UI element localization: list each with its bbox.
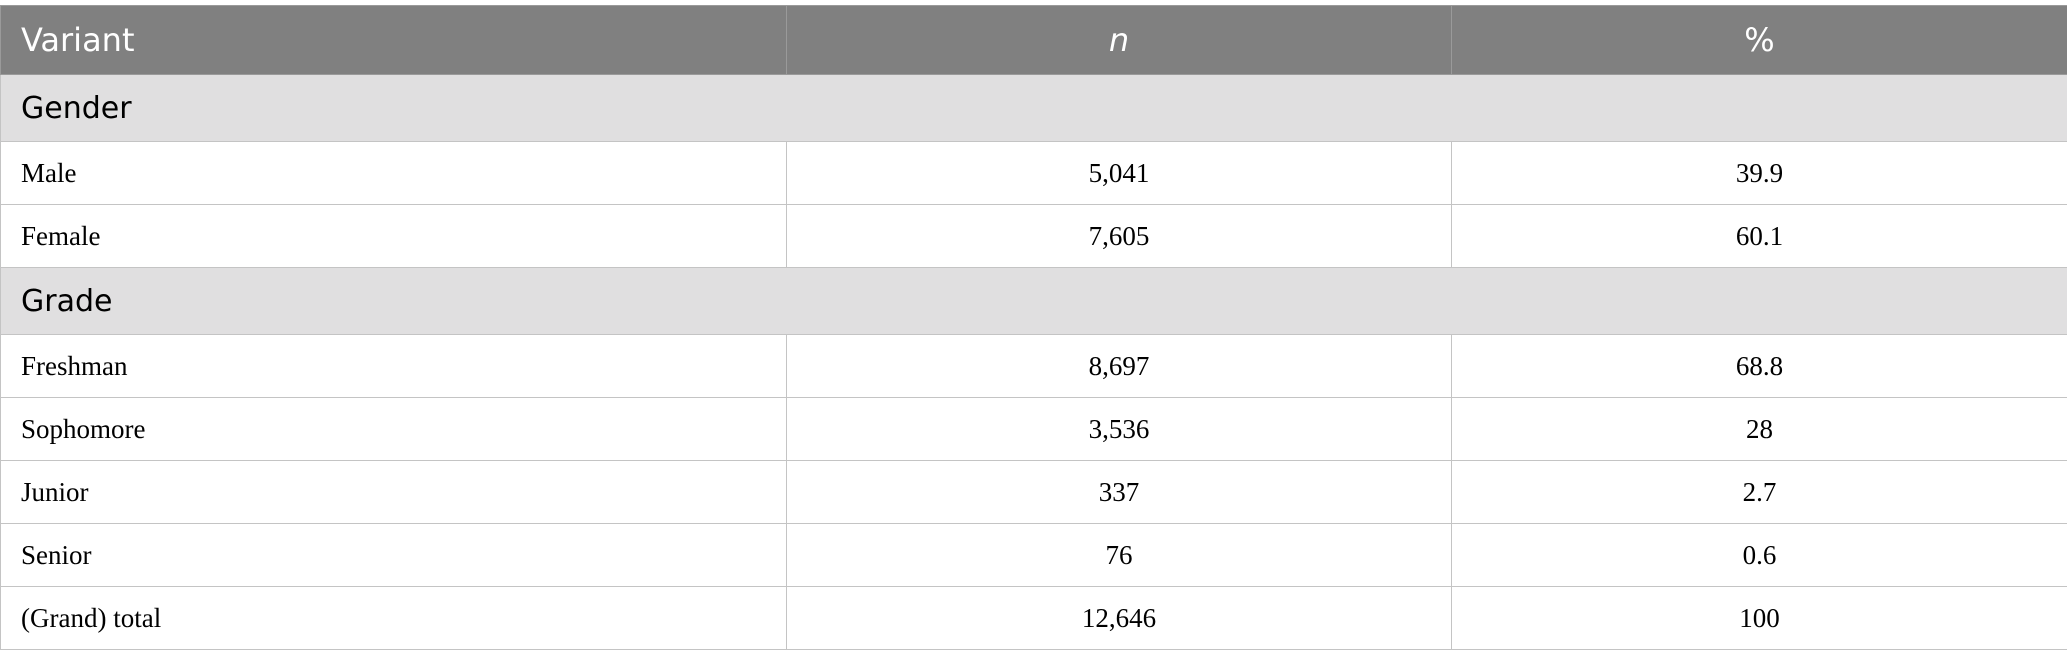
table-cell: 68.8 [1451, 334, 2067, 398]
table-cell: 337 [786, 460, 1452, 524]
section-title: Gender [0, 74, 2067, 142]
data-row: Sophomore 3,536 28 [0, 397, 2067, 461]
data-row: Female 7,605 60.1 [0, 204, 2067, 268]
table-cell: Freshman [0, 334, 787, 398]
table-cell: Male [0, 141, 787, 205]
table-cell: Female [0, 204, 787, 268]
table-cell: 5,041 [786, 141, 1452, 205]
data-table: Variant n% Gender Male 5,041 39.9 Female 7,605… [0, 5, 2067, 650]
table-cell: 3,536 [786, 397, 1452, 461]
table-cell: 8,697 [786, 334, 1452, 398]
data-row: (Grand) total 12,646 100 [0, 586, 2067, 650]
table-body: Gender Male 5,041 39.9 Female 7,605 60.1 Grade F… [0, 74, 2067, 650]
table-cell: Sophomore [0, 397, 787, 461]
table-cell: 0.6 [1451, 523, 2067, 587]
table-cell: 7,605 [786, 204, 1452, 268]
table-cell: 76 [786, 523, 1452, 587]
data-row: Freshman 8,697 68.8 [0, 334, 2067, 398]
table-cell: 12,646 [786, 586, 1452, 650]
header-cell: Variant [0, 5, 787, 75]
header-cell: n [786, 5, 1452, 75]
data-row: Junior 337 2.7 [0, 460, 2067, 524]
section-title: Grade [0, 267, 2067, 335]
table-cell: Senior [0, 523, 787, 587]
header-row: Variant n% [0, 5, 2067, 75]
data-row: Male 5,041 39.9 [0, 141, 2067, 205]
table-cell: 100 [1451, 586, 2067, 650]
section-row: Grade [0, 267, 2067, 335]
table-cell: Junior [0, 460, 787, 524]
table-cell: 28 [1451, 397, 2067, 461]
data-row: Senior 76 0.6 [0, 523, 2067, 587]
table-cell: 60.1 [1451, 204, 2067, 268]
header-cell: % [1451, 5, 2067, 75]
table-cell: 39.9 [1451, 141, 2067, 205]
table-cell: (Grand) total [0, 586, 787, 650]
section-row: Gender [0, 74, 2067, 142]
table-cell: 2.7 [1451, 460, 2067, 524]
